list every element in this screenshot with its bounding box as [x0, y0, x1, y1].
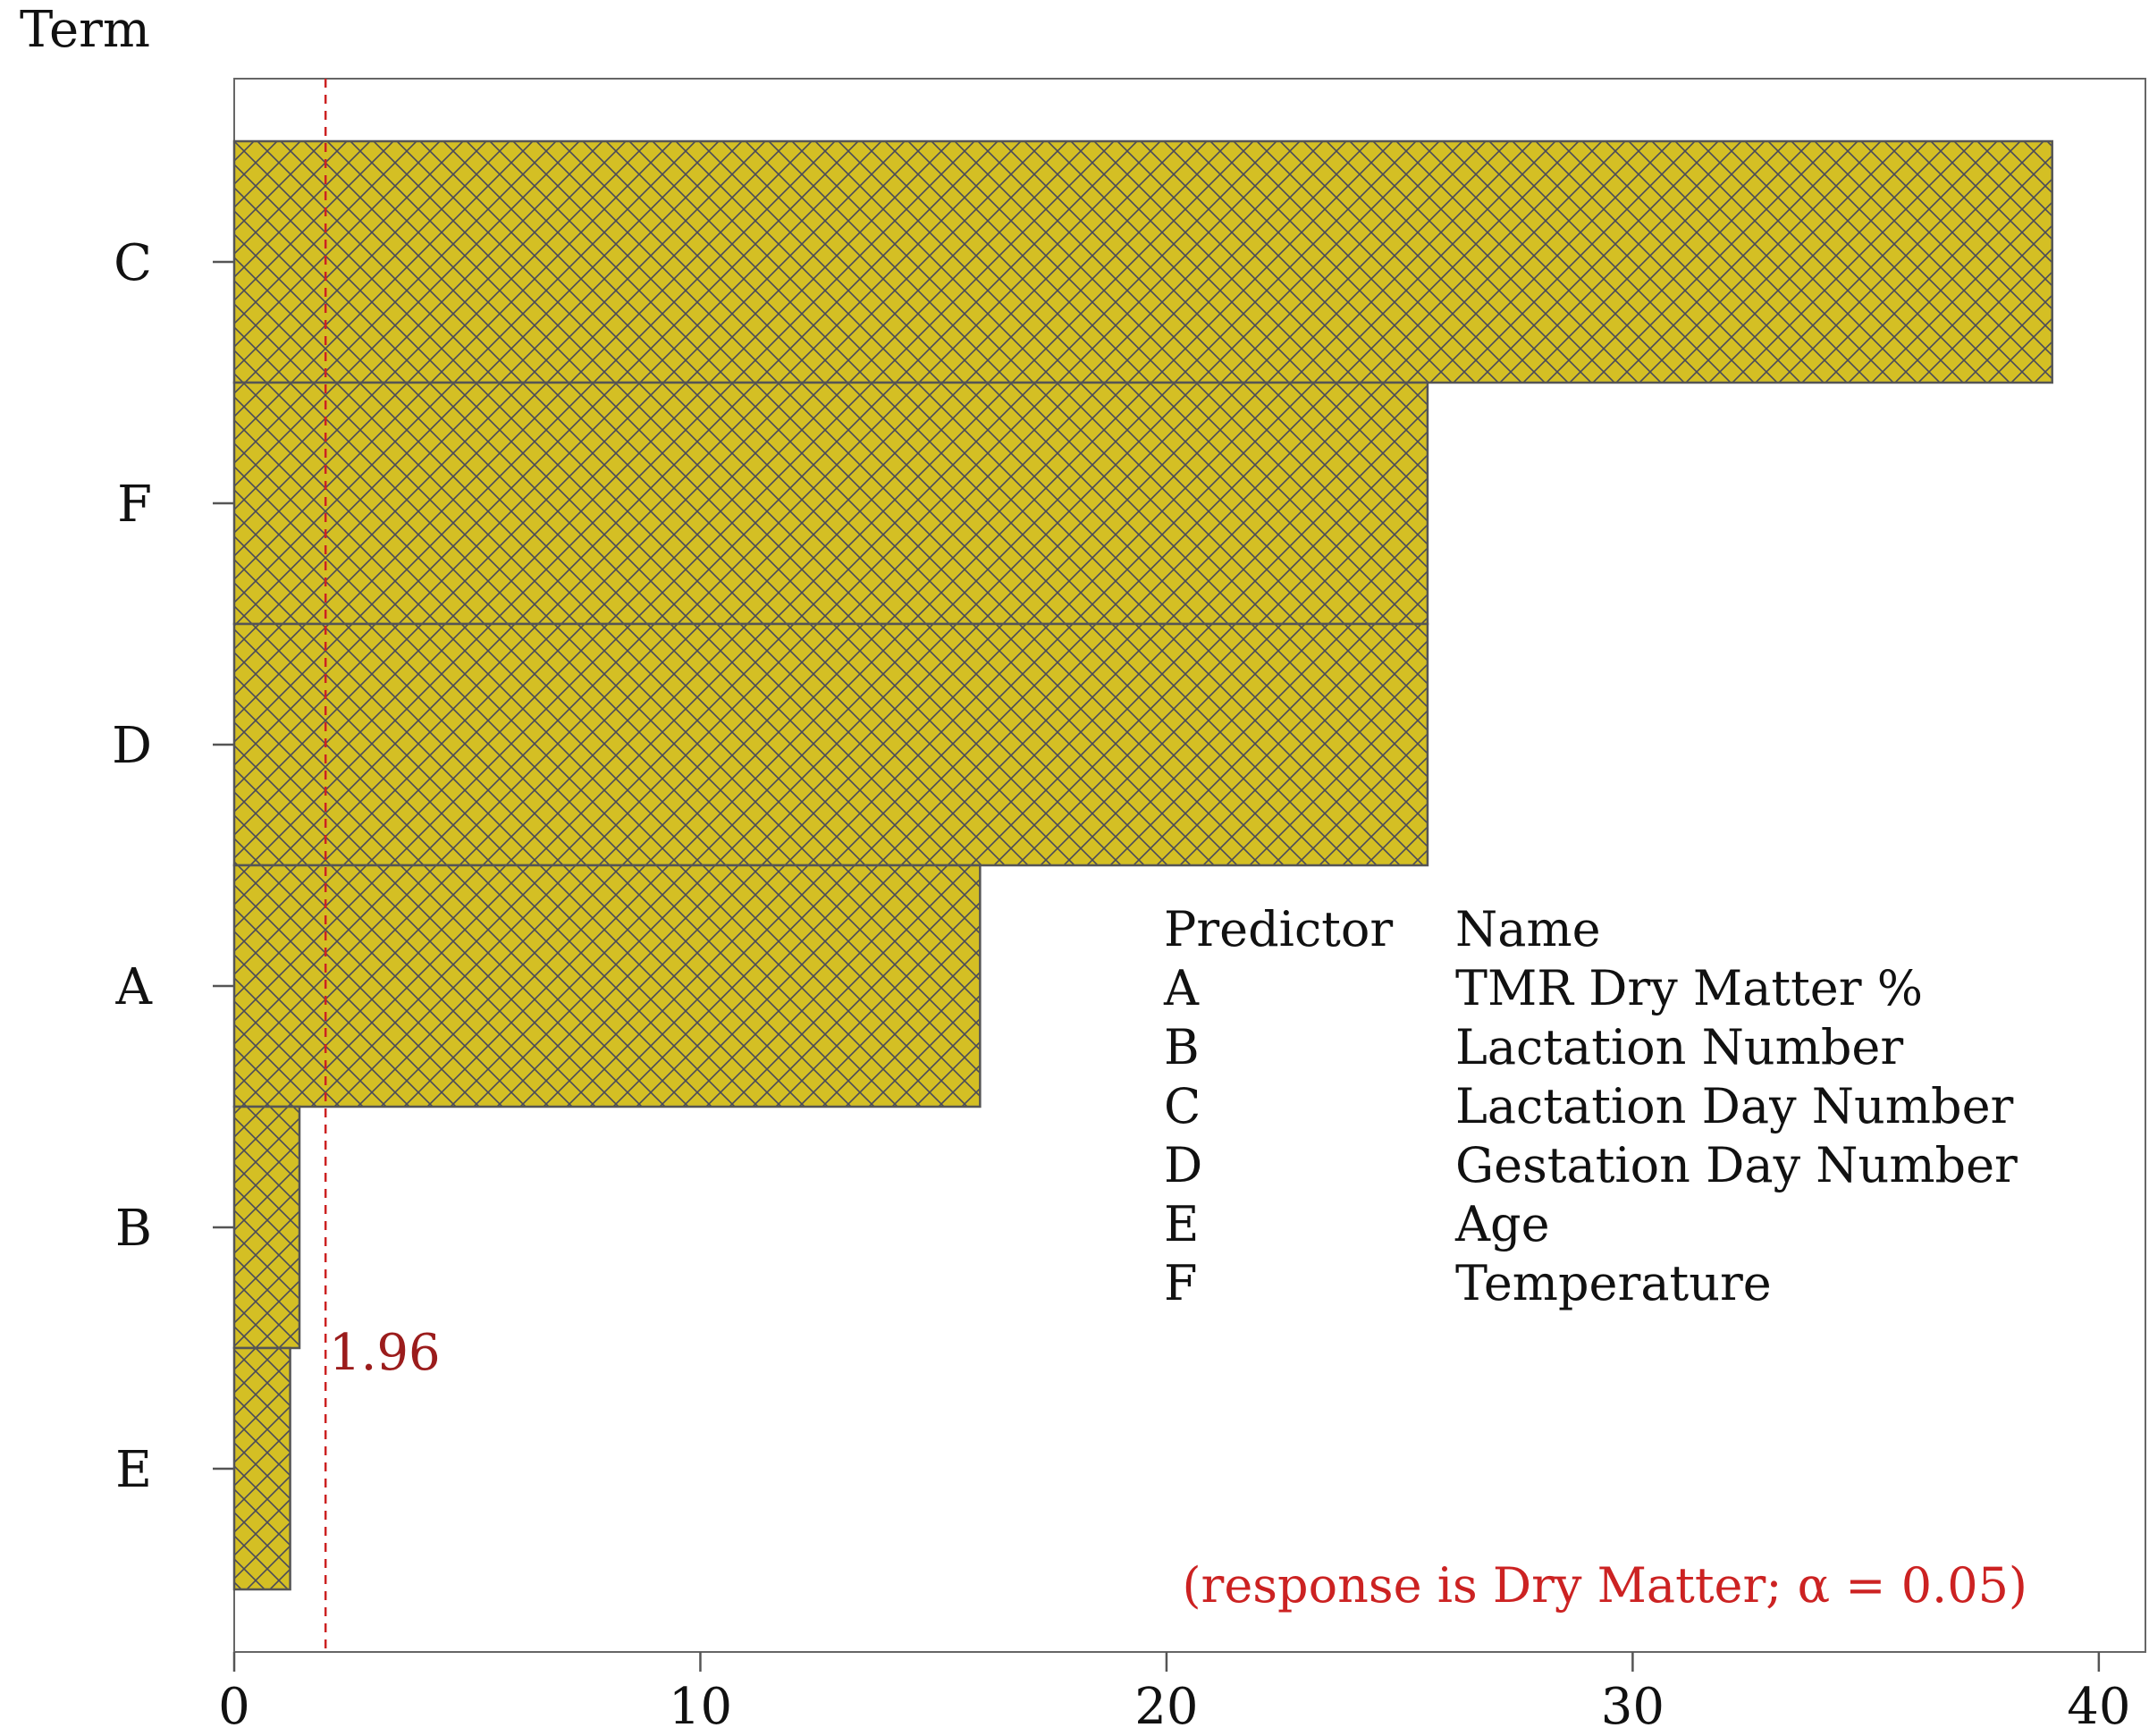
legend-predictor-a: A: [1163, 960, 1200, 1016]
bars: [232, 139, 2053, 1591]
legend-name-a: TMR Dry Matter %: [1455, 960, 1923, 1016]
legend-name-b: Lactation Number: [1455, 1019, 1903, 1075]
legend-header-name: Name: [1455, 901, 1601, 957]
x-tick-label-10: 10: [669, 1678, 732, 1736]
legend-predictor-c: C: [1164, 1078, 1201, 1134]
legend-header-predictor: Predictor: [1164, 901, 1393, 957]
x-tick-label-30: 30: [1601, 1678, 1664, 1736]
reference-line-label: 1.96: [329, 1324, 441, 1382]
legend-predictor-b: B: [1164, 1019, 1200, 1075]
y-tick-label-d: D: [112, 717, 152, 775]
legend-name-d: Gestation Day Number: [1455, 1137, 2018, 1193]
x-tick-label-40: 40: [2067, 1678, 2130, 1736]
legend-name-f: Temperature: [1455, 1255, 1772, 1311]
legend-name-c: Lactation Day Number: [1455, 1078, 2014, 1134]
bar-e: [232, 1346, 291, 1591]
response-annotation: (response is Dry Matter; α = 0.05): [1182, 1557, 2027, 1614]
y-tick-label-e: E: [115, 1441, 152, 1499]
legend-predictor-f: F: [1164, 1255, 1197, 1311]
bar-d: [232, 622, 1429, 867]
legend-predictor-e: E: [1164, 1196, 1199, 1252]
bar-b: [232, 1105, 301, 1350]
legend: Predictor Name A TMR Dry Matter % B Lactation…: [1163, 901, 2018, 1311]
y-tick-label-c: C: [114, 234, 152, 292]
bar-f: [232, 381, 1429, 626]
y-tick-label-b: B: [115, 1200, 152, 1258]
y-axis-title: Term: [20, 1, 150, 59]
legend-name-e: Age: [1454, 1196, 1550, 1252]
legend-predictor-d: D: [1164, 1137, 1202, 1193]
x-tick-label-0: 0: [218, 1678, 250, 1736]
bar-c: [232, 139, 2053, 384]
y-tick-label-f: F: [117, 476, 152, 534]
y-tick-label-a: A: [115, 958, 153, 1016]
bar-a: [232, 864, 982, 1108]
x-tick-label-20: 20: [1134, 1678, 1198, 1736]
